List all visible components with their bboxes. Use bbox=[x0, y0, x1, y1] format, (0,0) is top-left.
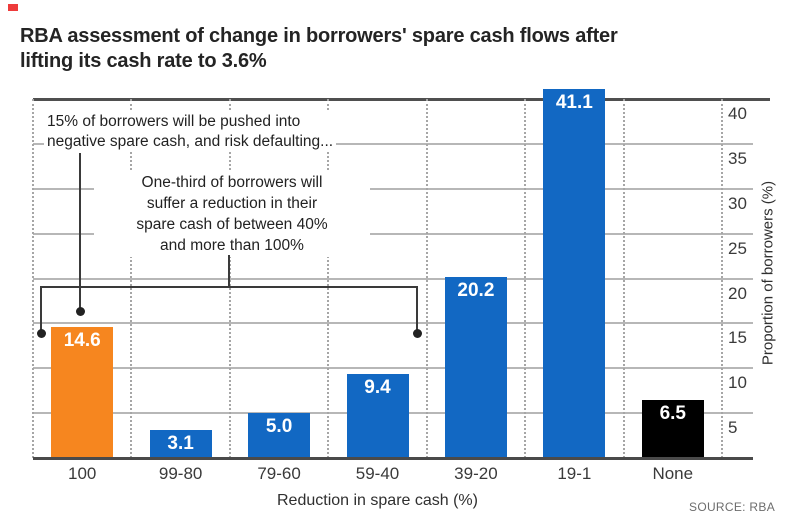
annotation-line: spare cash of between 40% bbox=[136, 216, 328, 233]
bar-value-label: 5.0 bbox=[265, 416, 293, 438]
gridline-25 bbox=[33, 232, 753, 235]
bar-19-1: 41.1 bbox=[543, 89, 606, 458]
bar-79-60: 5.0 bbox=[248, 413, 311, 458]
gridline-35 bbox=[33, 142, 753, 145]
annotation1-connector-line bbox=[79, 153, 82, 310]
bar-value-label: 6.5 bbox=[659, 402, 686, 424]
bar-value-label: 41.1 bbox=[555, 92, 593, 114]
category-separator bbox=[32, 99, 34, 458]
category-separator bbox=[622, 99, 625, 458]
bar-100: 14.6 bbox=[51, 326, 114, 458]
x-tick-label-19-1: 19-1 bbox=[557, 464, 592, 483]
brand-mark-icon bbox=[8, 4, 18, 11]
category-separator bbox=[524, 99, 527, 458]
gridline-40 bbox=[33, 98, 770, 101]
y-tick-label-5: 5 bbox=[728, 418, 738, 438]
x-tick-label-99-80: 99-80 bbox=[158, 464, 203, 483]
bracket-right-drop bbox=[415, 286, 418, 330]
y-axis-title: Proportion of borrowers (%) bbox=[759, 180, 777, 366]
y-tick-label-25: 25 bbox=[728, 238, 747, 258]
bracket-right-dot bbox=[412, 329, 422, 338]
y-tick-label-20: 20 bbox=[728, 283, 747, 303]
chart-title: RBA assessment of change in borrowers' s… bbox=[20, 24, 720, 74]
annotation-line: 15% of borrowers will be pushed into bbox=[47, 113, 301, 130]
category-separator bbox=[425, 99, 428, 458]
x-tick-label-79-60: 79-60 bbox=[257, 464, 301, 483]
annotation-line: negative spare cash, and risk defaulting… bbox=[47, 132, 334, 150]
chart-title-line1: RBA assessment of change in borrowers' s… bbox=[20, 25, 618, 47]
bracket-left-dot bbox=[36, 329, 46, 338]
bar-None: 6.5 bbox=[641, 399, 704, 458]
y-tick-label-30: 30 bbox=[728, 193, 747, 213]
x-axis-title: Reduction in spare cash (%) bbox=[277, 492, 478, 509]
category-separator bbox=[327, 99, 330, 458]
x-tick-label-None: None bbox=[652, 464, 694, 483]
annotation-one-third: One-third of borrowers will suffer a red… bbox=[94, 171, 370, 257]
bar-99-80: 3.1 bbox=[149, 430, 212, 458]
bar-59-40: 9.4 bbox=[346, 373, 409, 458]
gridline-30 bbox=[33, 187, 753, 190]
gridline-10 bbox=[33, 367, 753, 370]
bracket-left-drop bbox=[40, 286, 43, 330]
annotation-line: suffer a reduction in their bbox=[146, 195, 318, 212]
gridline-15 bbox=[33, 322, 753, 325]
y-tick-label-35: 35 bbox=[728, 148, 747, 168]
x-axis-line bbox=[33, 457, 753, 460]
chart-title-line2: lifting its cash rate to 3.6% bbox=[20, 50, 267, 72]
annotation-line: and more than 100% bbox=[160, 237, 304, 254]
y-tick-label-40: 40 bbox=[728, 104, 747, 123]
source-credit: SOURCE: RBA bbox=[689, 500, 775, 514]
bar-value-label: 9.4 bbox=[364, 376, 391, 398]
category-separator bbox=[130, 99, 133, 458]
annotation-default-risk: 15% of borrowers will be pushed into neg… bbox=[44, 111, 337, 152]
y-tick-label-10: 10 bbox=[728, 373, 747, 393]
y-tick-label-15: 15 bbox=[728, 328, 747, 348]
annotation1-connector-dot bbox=[75, 307, 85, 316]
x-tick-label-100: 100 bbox=[68, 464, 97, 483]
x-tick-label-39-20: 39-20 bbox=[454, 464, 498, 483]
gridline-20 bbox=[33, 277, 753, 280]
bracket-horizontal-line bbox=[40, 286, 418, 289]
annotation-line: One-third of borrowers will bbox=[141, 174, 323, 191]
x-tick-label-59-40: 59-40 bbox=[355, 464, 400, 483]
bar-value-label: 20.2 bbox=[457, 279, 495, 301]
bar-39-20: 20.2 bbox=[444, 276, 507, 458]
category-separator bbox=[721, 99, 723, 458]
bar-value-label: 14.6 bbox=[63, 329, 101, 351]
bar-value-label: 3.1 bbox=[167, 433, 194, 455]
annotation2-tick-line bbox=[228, 255, 231, 288]
